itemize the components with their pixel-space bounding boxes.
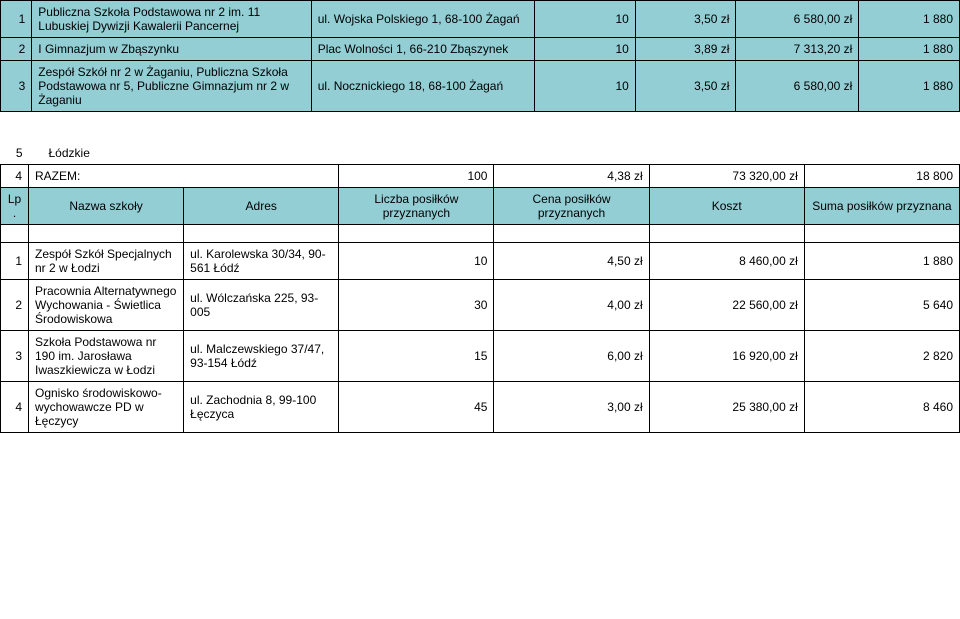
school-name: Szkoła Podstawowa nr 190 im. Jarosława I… <box>29 331 184 382</box>
col-sum: 1 880 <box>859 1 960 38</box>
col-count: 10 <box>339 243 494 280</box>
col-count: 15 <box>339 331 494 382</box>
column-headers: Lp. Nazwa szkoły Adres Liczba posiłków p… <box>1 188 960 225</box>
col-sum: 1 880 <box>804 243 959 280</box>
section-number: 5 <box>1 142 29 165</box>
col-price: 3,50 zł <box>635 61 736 112</box>
school-address: Plac Wolności 1, 66-210 Zbąszynek <box>311 38 535 61</box>
table-row: 3Szkoła Podstawowa nr 190 im. Jarosława … <box>1 331 960 382</box>
row-index: 4 <box>1 382 29 433</box>
school-address: ul. Wólczańska 225, 93-005 <box>184 280 339 331</box>
col-count: 10 <box>535 1 636 38</box>
table-row: 2I Gimnazjum w ZbąszynkuPlac Wolności 1,… <box>1 38 960 61</box>
razem-c2: 4,38 zł <box>494 165 649 188</box>
row-index: 3 <box>1 61 32 112</box>
col-cost: 7 313,20 zł <box>736 38 859 61</box>
table-row: 3Zespół Szkół nr 2 w Żaganiu, Publiczna … <box>1 61 960 112</box>
col-price: 6,00 zł <box>494 331 649 382</box>
spacer-row <box>1 225 960 243</box>
school-address: ul. Nocznickiego 18, 68-100 Żagań <box>311 61 535 112</box>
razem-c1: 100 <box>339 165 494 188</box>
col-price: 4,00 zł <box>494 280 649 331</box>
col-cost: 6 580,00 zł <box>736 61 859 112</box>
header-c2: Cena posiłków przyznanych <box>494 188 649 225</box>
col-count: 30 <box>339 280 494 331</box>
section-table: 5 Łódzkie 4 RAZEM: 100 4,38 zł 73 320,00… <box>0 142 960 433</box>
school-address: ul. Malczewskiego 37/47, 93-154 Łódź <box>184 331 339 382</box>
row-index: 3 <box>1 331 29 382</box>
school-address: ul. Wojska Polskiego 1, 68-100 Żagań <box>311 1 535 38</box>
col-cost: 16 920,00 zł <box>649 331 804 382</box>
col-sum: 8 460 <box>804 382 959 433</box>
header-name: Nazwa szkoły <box>29 188 184 225</box>
col-count: 10 <box>535 38 636 61</box>
school-name: Pracownia Alternatywnego Wychowania - Św… <box>29 280 184 331</box>
table-row: 4Ognisko środowiskowo-wychowawcze PD w Ł… <box>1 382 960 433</box>
col-cost: 22 560,00 zł <box>649 280 804 331</box>
razem-row: 4 RAZEM: 100 4,38 zł 73 320,00 zł 18 800 <box>1 165 960 188</box>
section-region: Łódzkie <box>29 142 960 165</box>
table-row: 1Publiczna Szkoła Podstawowa nr 2 im. 11… <box>1 1 960 38</box>
school-address: ul. Zachodnia 8, 99-100 Łęczyca <box>184 382 339 433</box>
col-cost: 25 380,00 zł <box>649 382 804 433</box>
section-title-row: 5 Łódzkie <box>1 142 960 165</box>
row-index: 2 <box>1 280 29 331</box>
header-lp: Lp. <box>1 188 29 225</box>
razem-c4: 18 800 <box>804 165 959 188</box>
row-index: 1 <box>1 1 32 38</box>
col-price: 3,89 zł <box>635 38 736 61</box>
row-index: 1 <box>1 243 29 280</box>
col-sum: 5 640 <box>804 280 959 331</box>
school-address: ul. Karolewska 30/34, 90-561 Łódź <box>184 243 339 280</box>
col-price: 4,50 zł <box>494 243 649 280</box>
razem-c3: 73 320,00 zł <box>649 165 804 188</box>
razem-label: RAZEM: <box>29 165 339 188</box>
col-price: 3,00 zł <box>494 382 649 433</box>
col-count: 10 <box>535 61 636 112</box>
col-sum: 1 880 <box>859 38 960 61</box>
table-row: 2Pracownia Alternatywnego Wychowania - Ś… <box>1 280 960 331</box>
col-count: 45 <box>339 382 494 433</box>
top-table: 1Publiczna Szkoła Podstawowa nr 2 im. 11… <box>0 0 960 112</box>
col-cost: 6 580,00 zł <box>736 1 859 38</box>
razem-index: 4 <box>1 165 29 188</box>
header-addr: Adres <box>184 188 339 225</box>
col-price: 3,50 zł <box>635 1 736 38</box>
col-sum: 1 880 <box>859 61 960 112</box>
row-index: 2 <box>1 38 32 61</box>
header-c3: Koszt <box>649 188 804 225</box>
table-row: 1Zespół Szkół Specjalnych nr 2 w Łodziul… <box>1 243 960 280</box>
school-name: I Gimnazjum w Zbąszynku <box>32 38 311 61</box>
col-cost: 8 460,00 zł <box>649 243 804 280</box>
school-name: Ognisko środowiskowo-wychowawcze PD w Łę… <box>29 382 184 433</box>
header-c4: Suma posiłków przyznana <box>804 188 959 225</box>
header-c1: Liczba posiłków przyznanych <box>339 188 494 225</box>
school-name: Zespół Szkół Specjalnych nr 2 w Łodzi <box>29 243 184 280</box>
school-name: Zespół Szkół nr 2 w Żaganiu, Publiczna S… <box>32 61 311 112</box>
section-5: 5 Łódzkie 4 RAZEM: 100 4,38 zł 73 320,00… <box>0 142 960 433</box>
school-name: Publiczna Szkoła Podstawowa nr 2 im. 11 … <box>32 1 311 38</box>
col-sum: 2 820 <box>804 331 959 382</box>
